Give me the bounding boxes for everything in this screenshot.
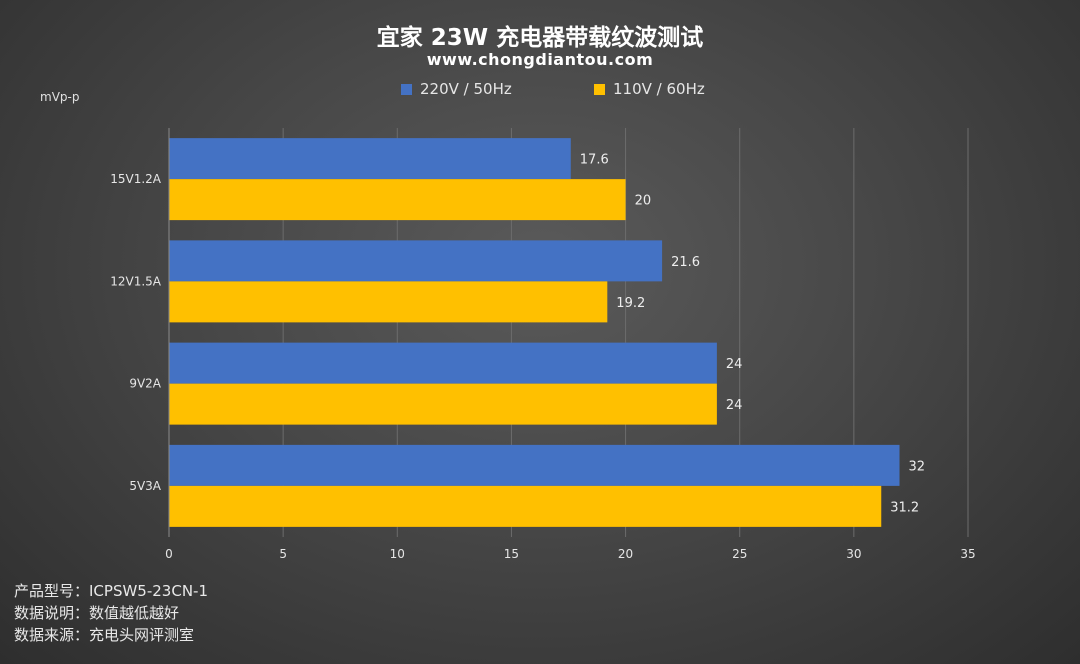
x-tick-label: 25: [732, 547, 747, 561]
data-label: 17.6: [580, 153, 609, 168]
legend-label-series-2: 110V / 60Hz: [613, 80, 705, 98]
bar: [169, 138, 571, 180]
data-label: 19.2: [616, 296, 645, 311]
x-tick-label: 10: [390, 547, 405, 561]
legend-swatch-series-1: [401, 83, 412, 95]
data-label: 24: [726, 398, 743, 413]
y-tick-label: 5V3A: [129, 479, 161, 493]
unit-label: mVp-p: [40, 90, 80, 104]
x-tick-label: 30: [846, 547, 861, 561]
x-tick-label: 0: [165, 547, 173, 561]
x-tick-label: 5: [279, 547, 287, 561]
notes: 产品型号：ICPSW5-23CN-1 数据说明：数值越低越好 数据来源：充电头网…: [14, 580, 208, 646]
x-tick-label: 15: [504, 547, 519, 561]
y-tick-label: 12V1.5A: [110, 274, 162, 288]
data-label: 32: [909, 459, 926, 474]
data-label: 20: [635, 194, 652, 209]
data-label: 31.2: [890, 500, 919, 515]
legend-item-series-2: 110V / 60Hz: [594, 80, 705, 98]
y-tick-label: 9V2A: [129, 377, 161, 391]
legend: 220V / 50Hz 110V / 60Hz: [0, 80, 1080, 100]
data-label: 21.6: [671, 255, 700, 270]
x-tick-label: 35: [960, 547, 975, 561]
legend-item-series-1: 220V / 50Hz: [401, 80, 512, 98]
note-model: 产品型号：ICPSW5-23CN-1: [14, 582, 208, 600]
data-label: 24: [726, 357, 743, 372]
bar: [169, 383, 717, 425]
bar: [169, 240, 663, 282]
note-description: 数据说明：数值越低越好: [14, 604, 180, 622]
legend-swatch-series-2: [594, 83, 605, 95]
note-source: 数据来源：充电头网评测室: [14, 626, 195, 644]
bar: [169, 342, 717, 384]
bar: [169, 444, 900, 486]
chart-title: 宜家 23W 充电器带载纹波测试: [376, 25, 704, 51]
bar: [169, 281, 608, 323]
bar: [169, 485, 882, 527]
bar: [169, 179, 626, 221]
chart-subtitle: www.chongdiantou.com: [426, 50, 654, 69]
legend-label-series-1: 220V / 50Hz: [420, 80, 512, 98]
x-tick-label: 20: [618, 547, 633, 561]
y-tick-label: 15V1.2A: [110, 172, 162, 186]
